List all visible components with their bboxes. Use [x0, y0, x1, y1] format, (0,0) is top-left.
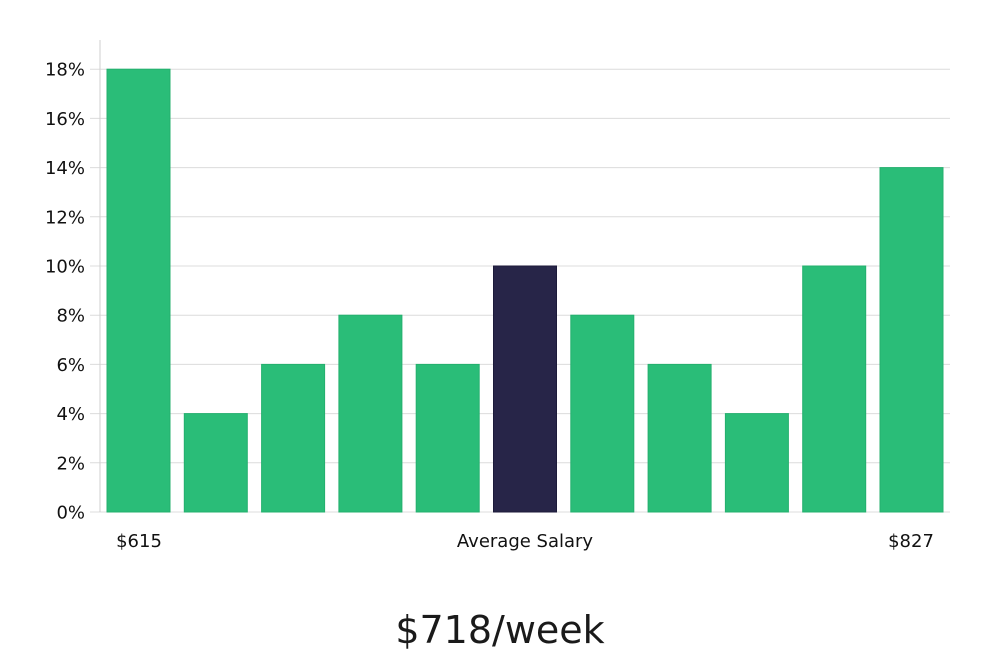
y-tick-label: 10%	[45, 257, 85, 278]
y-tick-label: 8%	[56, 306, 85, 327]
y-tick-label: 4%	[56, 404, 85, 425]
salary-distribution-chart: 0% 2% 4% 6% 8% 10% 12% 14% 16% 18% $615 Average S…	[45, 40, 950, 552]
y-tick-label: 12%	[45, 207, 85, 228]
x-label-average-salary: Average Salary	[457, 531, 594, 552]
bar	[724, 413, 789, 513]
bar	[261, 363, 326, 513]
bar-average-salary	[493, 265, 557, 513]
y-axis-ticks: 0% 2% 4% 6% 8% 10% 12% 14% 16% 18%	[45, 60, 85, 524]
bar	[183, 413, 248, 513]
x-label-max-salary: $827	[888, 531, 934, 552]
y-tick-label: 6%	[56, 355, 85, 376]
bar	[106, 68, 171, 513]
bar	[338, 314, 403, 513]
bar	[802, 265, 867, 513]
y-tick-label: 14%	[45, 158, 85, 179]
y-tick-label: 0%	[56, 503, 85, 524]
bar	[415, 363, 480, 513]
y-tick-label: 18%	[45, 60, 85, 81]
average-salary-caption: $718/week	[395, 608, 605, 652]
bar	[647, 363, 712, 513]
bar	[570, 314, 635, 513]
y-tick-label: 16%	[45, 109, 85, 130]
bar	[879, 167, 944, 513]
y-tick-label: 2%	[56, 453, 85, 474]
x-label-min-salary: $615	[116, 531, 162, 552]
bars	[106, 68, 944, 513]
